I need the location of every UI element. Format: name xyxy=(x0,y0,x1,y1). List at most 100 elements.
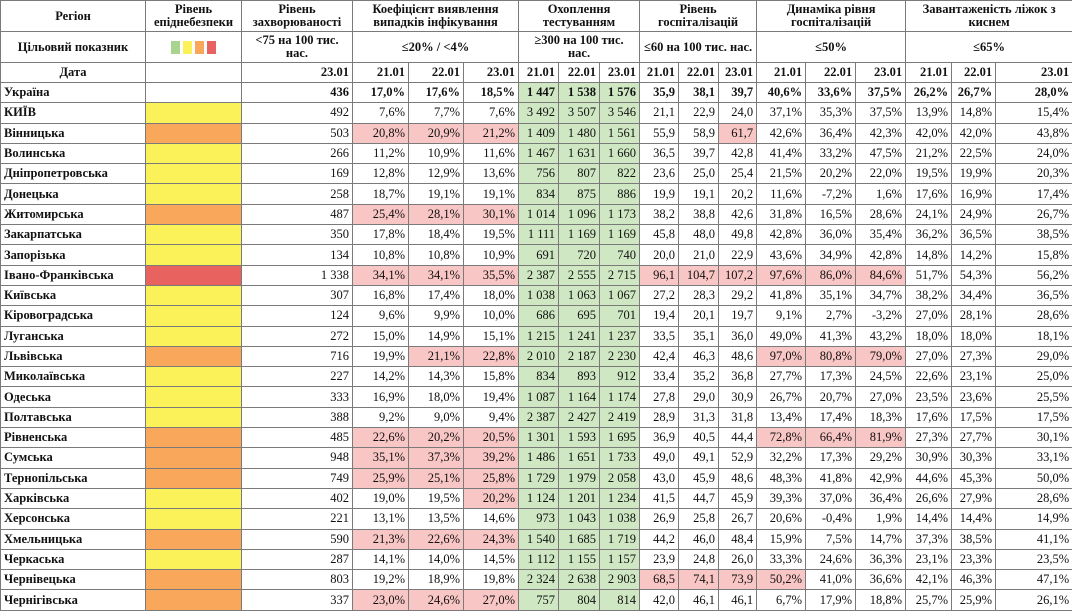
incidence-cell: 221 xyxy=(242,509,353,529)
dynamics-cell: 35,1% xyxy=(806,285,856,305)
hosp-cell: 26,7 xyxy=(719,509,757,529)
dynamics-cell: 34,7% xyxy=(856,285,906,305)
epi-level-cell xyxy=(146,285,242,305)
date-label: Дата xyxy=(1,63,146,83)
testing-cell: 1 043 xyxy=(559,509,600,529)
region-name: Волинська xyxy=(1,143,146,163)
epi-level-cell xyxy=(146,549,242,569)
incidence-cell: 948 xyxy=(242,448,353,468)
testing-cell: 1 067 xyxy=(600,285,640,305)
epi-level-cell xyxy=(146,509,242,529)
oxygen-cell: 46,3% xyxy=(952,570,996,590)
dynamics-cell: 20,2% xyxy=(806,164,856,184)
detection-cell: 11,6% xyxy=(464,143,519,163)
date-cell: 23.01 xyxy=(464,63,519,83)
dynamics-cell: 26,7% xyxy=(757,387,806,407)
epi-level-cell xyxy=(146,265,242,285)
hosp-cell: 38,8 xyxy=(679,204,719,224)
level-legend xyxy=(146,32,242,63)
testing-cell: 1 447 xyxy=(519,83,559,103)
oxygen-cell: 36,5% xyxy=(996,285,1072,305)
region-name: Львівська xyxy=(1,346,146,366)
incidence-cell: 266 xyxy=(242,143,353,163)
detection-cell: 34,1% xyxy=(353,265,409,285)
oxygen-cell: 50,0% xyxy=(996,468,1072,488)
date-cell: 22.01 xyxy=(409,63,464,83)
region-name: Тернопільська xyxy=(1,468,146,488)
dynamics-cell: 14,7% xyxy=(856,529,906,549)
header-level: Рівень епіднебезпеки xyxy=(146,1,242,32)
oxygen-cell: 38,5% xyxy=(952,529,996,549)
oxygen-cell: 28,6% xyxy=(996,488,1072,508)
hosp-cell: 74,1 xyxy=(679,570,719,590)
dynamics-cell: 37,0% xyxy=(806,488,856,508)
epi-level-cell xyxy=(146,326,242,346)
date-cell: 21.01 xyxy=(906,63,952,83)
oxygen-cell: 23,1% xyxy=(906,549,952,569)
testing-cell: 1 111 xyxy=(519,225,559,245)
hosp-cell: 25,8 xyxy=(679,509,719,529)
hosp-cell: 36,8 xyxy=(719,367,757,387)
hosp-cell: 45,9 xyxy=(719,488,757,508)
detection-cell: 17,0% xyxy=(353,83,409,103)
dynamics-cell: 35,4% xyxy=(856,225,906,245)
dynamics-cell: 50,2% xyxy=(757,570,806,590)
dynamics-cell: 36,0% xyxy=(806,225,856,245)
hosp-cell: 23,9 xyxy=(640,549,679,569)
dynamics-cell: 41,3% xyxy=(806,326,856,346)
detection-cell: 18,9% xyxy=(409,570,464,590)
oxygen-cell: 18,0% xyxy=(952,326,996,346)
detection-cell: 13,1% xyxy=(353,509,409,529)
hosp-cell: 21,1 xyxy=(640,103,679,123)
region-name: Дніпропетровська xyxy=(1,164,146,184)
dynamics-cell: 20,6% xyxy=(757,509,806,529)
region-name: Житомирська xyxy=(1,204,146,224)
dynamics-cell: 27,0% xyxy=(856,387,906,407)
testing-cell: 814 xyxy=(600,590,640,610)
region-name: Україна xyxy=(1,83,146,103)
epi-level-cell xyxy=(146,529,242,549)
dynamics-cell: 36,4% xyxy=(856,488,906,508)
detection-cell: 14,1% xyxy=(353,549,409,569)
dynamics-cell: 37,5% xyxy=(856,103,906,123)
hosp-cell: 39,7 xyxy=(719,83,757,103)
target-label: Цільовий показник xyxy=(1,32,146,63)
oxygen-cell: 42,0% xyxy=(906,123,952,143)
oxygen-cell: 16,9% xyxy=(952,184,996,204)
hosp-cell: 45,9 xyxy=(679,468,719,488)
incidence-cell: 272 xyxy=(242,326,353,346)
dynamics-cell: 42,8% xyxy=(757,225,806,245)
epi-level-cell xyxy=(146,83,242,103)
testing-cell: 2 555 xyxy=(559,265,600,285)
detection-cell: 22,8% xyxy=(464,346,519,366)
testing-cell: 1 234 xyxy=(600,488,640,508)
oxygen-cell: 19,9% xyxy=(952,164,996,184)
testing-cell: 1 685 xyxy=(559,529,600,549)
dynamics-cell: 11,6% xyxy=(757,184,806,204)
region-name: Сумська xyxy=(1,448,146,468)
oxygen-cell: 41,1% xyxy=(996,529,1072,549)
testing-cell: 1 979 xyxy=(559,468,600,488)
detection-cell: 25,4% xyxy=(353,204,409,224)
testing-cell: 1 155 xyxy=(559,549,600,569)
oxygen-cell: 45,3% xyxy=(952,468,996,488)
detection-cell: 14,3% xyxy=(409,367,464,387)
testing-cell: 1 409 xyxy=(519,123,559,143)
detection-cell: 16,9% xyxy=(353,387,409,407)
testing-cell: 1 038 xyxy=(519,285,559,305)
region-name: Запорізька xyxy=(1,245,146,265)
detection-cell: 39,2% xyxy=(464,448,519,468)
dynamics-cell: 66,4% xyxy=(806,428,856,448)
dynamics-cell: 24,5% xyxy=(856,367,906,387)
incidence-cell: 402 xyxy=(242,488,353,508)
dynamics-cell: 79,0% xyxy=(856,346,906,366)
hosp-cell: 42,6 xyxy=(719,204,757,224)
detection-cell: 17,8% xyxy=(353,225,409,245)
epi-level-cell xyxy=(146,346,242,366)
testing-cell: 2 638 xyxy=(559,570,600,590)
testing-cell: 834 xyxy=(519,184,559,204)
testing-cell: 1 660 xyxy=(600,143,640,163)
